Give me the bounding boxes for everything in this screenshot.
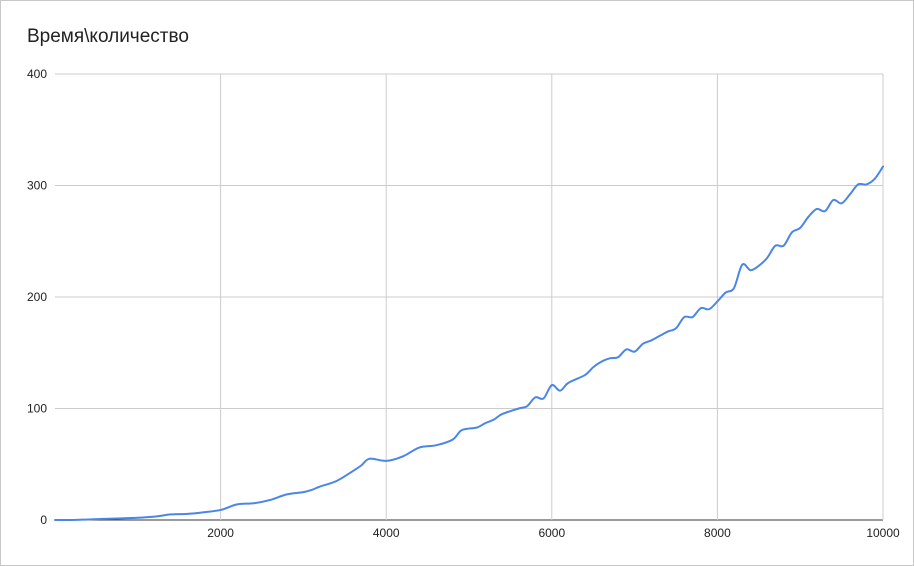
y-tick-label: 400	[27, 67, 47, 81]
y-tick-label: 300	[27, 179, 47, 193]
x-tick-label: 8000	[704, 526, 731, 540]
x-tick-label: 4000	[373, 526, 400, 540]
y-tick-label: 0	[40, 513, 47, 527]
chart-title: Время\количество	[27, 26, 189, 47]
x-tick-label: 2000	[207, 526, 234, 540]
y-tick-label: 200	[27, 290, 47, 304]
x-tick-label: 10000	[866, 526, 900, 540]
x-tick-label: 6000	[538, 526, 565, 540]
series-line	[54, 165, 884, 522]
y-tick-label: 100	[27, 402, 47, 416]
